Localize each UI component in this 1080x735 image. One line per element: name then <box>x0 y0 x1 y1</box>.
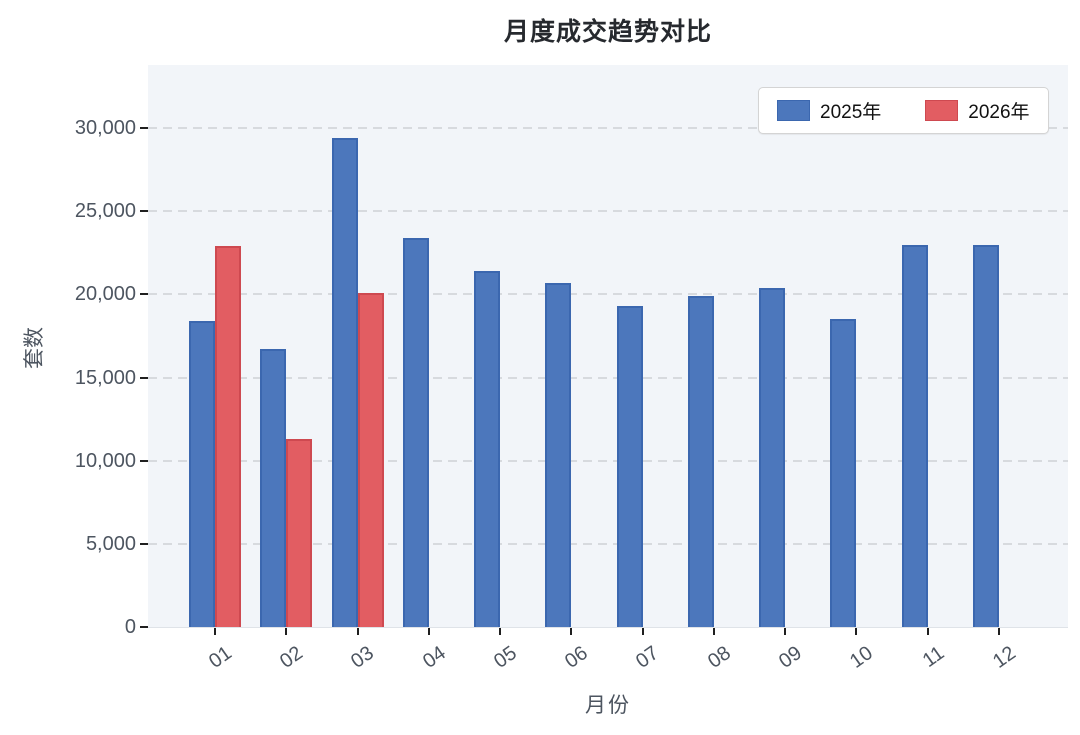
x-tick-label: 07 <box>632 642 664 673</box>
y-tick-mark <box>140 542 148 545</box>
x-tick-label: 08 <box>703 642 735 673</box>
y-gridline <box>148 542 1068 545</box>
x-tick-mark <box>641 628 644 635</box>
legend-label: 2026年 <box>968 102 1030 123</box>
y-gridline <box>148 293 1068 296</box>
x-tick-label: 03 <box>347 642 379 673</box>
bar-2025年-04[interactable] <box>402 237 429 627</box>
y-gridline <box>148 376 1068 379</box>
y-axis-title: 套数 <box>23 327 46 369</box>
x-tick-label: 11 <box>918 642 949 672</box>
x-axis-title: 月份 <box>585 694 631 717</box>
x-tick-mark <box>712 628 715 635</box>
chart-title: 月度成交趋势对比 <box>503 18 712 46</box>
legend-item-2026年[interactable]: 2026年 <box>925 97 1030 124</box>
x-tick-mark <box>499 628 502 635</box>
bar-2025年-08[interactable] <box>687 296 714 627</box>
x-tick-label: 06 <box>561 642 592 673</box>
legend-label: 2025年 <box>820 102 882 123</box>
bar-2025年-11[interactable] <box>901 244 928 627</box>
x-tick-mark <box>855 628 858 635</box>
y-tick-label: 10,000 <box>74 449 136 472</box>
y-tick-label: 20,000 <box>74 283 136 306</box>
y-tick-mark <box>140 210 148 213</box>
legend-swatch-icon <box>777 100 810 121</box>
bar-2025年-03[interactable] <box>331 138 358 627</box>
y-gridline <box>148 210 1068 213</box>
bar-2026年-03[interactable] <box>357 292 384 627</box>
legend-item-2025年[interactable]: 2025年 <box>777 97 881 124</box>
y-tick-mark <box>140 127 148 130</box>
x-tick-mark <box>356 628 359 635</box>
y-tick-mark <box>140 459 148 462</box>
bar-2025年-01[interactable] <box>189 321 215 627</box>
x-tick-mark <box>570 628 573 635</box>
x-tick-label: 02 <box>276 642 307 673</box>
y-tick-label: 30,000 <box>74 117 136 140</box>
bar-2025年-06[interactable] <box>545 282 572 627</box>
y-gridline <box>148 459 1068 462</box>
bar-2025年-10[interactable] <box>830 319 857 627</box>
bar-2026年-02[interactable] <box>286 439 313 627</box>
x-tick-mark <box>427 628 430 635</box>
y-tick-mark <box>140 293 148 296</box>
y-gridline <box>148 127 1068 130</box>
x-tick-mark <box>285 628 288 635</box>
y-tick-label: 5,000 <box>85 532 136 555</box>
bar-2025年-07[interactable] <box>616 306 643 627</box>
x-tick-label: 12 <box>988 642 1020 673</box>
x-tick-mark <box>214 628 216 635</box>
y-tick-label: 0 <box>124 616 136 638</box>
legend-swatch-icon <box>925 100 959 121</box>
x-tick-label: 01 <box>204 642 236 673</box>
x-tick-label: 04 <box>418 642 450 673</box>
x-tick-label: 09 <box>774 642 806 673</box>
plot-area <box>148 65 1068 628</box>
y-tick-mark <box>140 376 148 379</box>
y-tick-label: 25,000 <box>74 200 136 223</box>
y-tick-mark <box>140 626 148 628</box>
bar-2025年-12[interactable] <box>972 244 999 627</box>
x-tick-mark <box>926 628 929 635</box>
bar-2025年-05[interactable] <box>474 271 501 627</box>
x-tick-mark <box>997 628 1000 635</box>
bar-2025年-02[interactable] <box>260 349 287 627</box>
y-tick-label: 15,000 <box>74 366 136 389</box>
bar-2025年-09[interactable] <box>759 287 786 627</box>
x-tick-label: 05 <box>489 642 521 673</box>
legend: 2025年 2026年 <box>758 87 1049 134</box>
bar-2026年-01[interactable] <box>215 246 241 627</box>
x-tick-label: 10 <box>846 642 878 673</box>
x-tick-mark <box>784 628 787 635</box>
